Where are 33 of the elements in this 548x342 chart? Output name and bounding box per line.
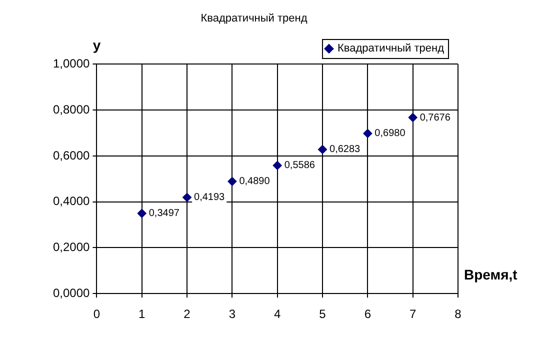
data-label: 0,4193 xyxy=(194,192,226,204)
x-tick-label: 6 xyxy=(364,307,372,322)
x-tick-label: 0 xyxy=(93,307,100,322)
y-tick-label: 0,8000 xyxy=(53,102,90,116)
data-label: 0,4890 xyxy=(239,176,270,188)
chart-title: Квадратичный тренд xyxy=(200,12,308,25)
y-axis-title: y xyxy=(92,37,101,54)
y-tick-label: 0,2000 xyxy=(53,240,90,254)
y-tick-label: 0,6000 xyxy=(53,148,90,162)
data-label: 0,6980 xyxy=(374,128,406,140)
data-label: 0,3497 xyxy=(148,208,180,220)
x-tick-label: 8 xyxy=(454,307,462,322)
x-tick-label: 4 xyxy=(274,307,282,322)
point xyxy=(182,192,192,202)
data-label: 0,6283 xyxy=(330,144,361,156)
y-tick-label: 0,0000 xyxy=(53,286,90,300)
point xyxy=(137,208,146,218)
legend-label: Квадратичный тренд xyxy=(337,42,445,55)
point xyxy=(408,113,418,122)
x-tick-label: 1 xyxy=(138,307,146,322)
x-tick-label: 5 xyxy=(319,307,326,322)
point xyxy=(363,128,372,138)
x-axis-title: Время,t xyxy=(464,266,518,282)
x-tick-label: 3 xyxy=(228,307,236,322)
x-tick-label: 2 xyxy=(184,307,191,322)
y-tick-label: 1,0000 xyxy=(53,56,90,71)
y-tick-label: 0,4000 xyxy=(53,194,90,208)
point xyxy=(228,176,237,186)
x-tick-label: 7 xyxy=(409,307,416,322)
data-label: 0,5586 xyxy=(284,160,316,172)
point xyxy=(272,160,282,170)
data-label: 0,7676 xyxy=(420,112,451,124)
point xyxy=(318,144,328,154)
